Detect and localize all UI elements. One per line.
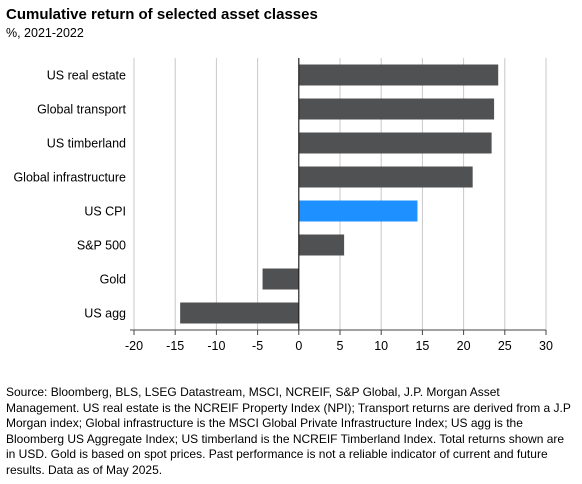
chart-title: Cumulative return of selected asset clas…: [6, 6, 318, 23]
x-tick-label: 30: [539, 339, 553, 353]
x-tick-label: -10: [207, 339, 225, 353]
category-label: Global transport: [37, 103, 126, 117]
category-label: US CPI: [84, 205, 126, 219]
x-tick-label: -20: [125, 339, 143, 353]
bar: [298, 166, 473, 188]
bar: [298, 200, 418, 222]
category-label: S&P 500: [77, 239, 126, 253]
category-label: US timberland: [47, 137, 126, 151]
x-tick-label: 25: [498, 339, 512, 353]
x-tick-label: 10: [374, 339, 388, 353]
category-label: Gold: [100, 273, 126, 287]
x-tick-label: 0: [295, 339, 302, 353]
category-label: US real estate: [47, 69, 126, 83]
bar: [298, 132, 492, 154]
bar: [180, 302, 299, 324]
x-tick-label: 15: [415, 339, 429, 353]
bar: [298, 98, 495, 120]
chart-subtitle: %, 2021-2022: [6, 26, 84, 40]
category-label: Global infrastructure: [13, 171, 126, 185]
x-tick-label: 5: [337, 339, 344, 353]
bar: [262, 268, 299, 290]
source-note: Source: Bloomberg, BLS, LSEG Datastream,…: [6, 385, 571, 477]
bar: [298, 64, 499, 86]
category-label: US agg: [84, 307, 126, 321]
x-tick-label: -15: [166, 339, 184, 353]
x-tick-label: -5: [252, 339, 263, 353]
bar-chart: US real estate Global transport US timberl…: [13, 58, 553, 353]
bar: [298, 234, 345, 256]
x-tick-label: 20: [457, 339, 471, 353]
